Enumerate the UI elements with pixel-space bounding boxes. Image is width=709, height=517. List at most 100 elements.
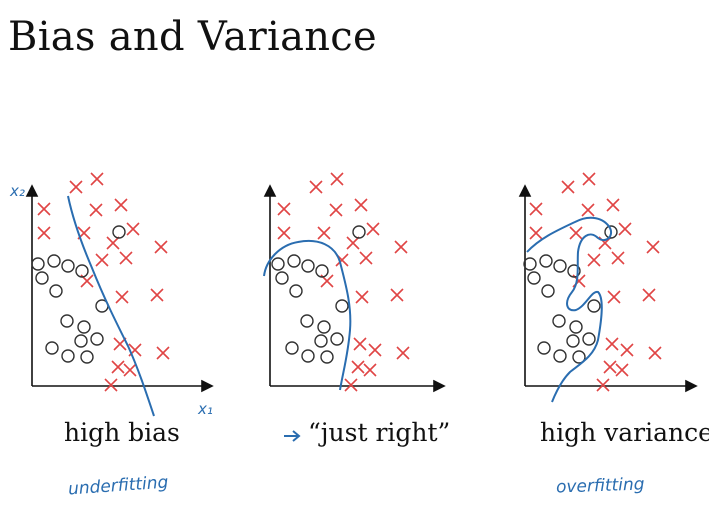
circle-marker <box>588 300 600 312</box>
cross-marker <box>155 241 167 253</box>
circle-marker <box>32 258 44 270</box>
cross-marker <box>310 181 322 193</box>
cross-marker <box>96 254 108 266</box>
axes-panel-2 <box>265 186 444 391</box>
circle-marker <box>81 351 93 363</box>
cross-marker <box>607 199 619 211</box>
circle-marker <box>554 350 566 362</box>
cross-marker <box>360 252 372 264</box>
cross-marker <box>38 227 50 239</box>
cross-marker <box>621 344 633 356</box>
axis-label-y: x₂ <box>9 182 25 200</box>
circle-marker <box>75 335 87 347</box>
cross-marker <box>562 181 574 193</box>
cross-marker <box>397 347 409 359</box>
cross-marker <box>647 241 659 253</box>
circle-marker <box>46 342 58 354</box>
cross-marker <box>364 364 376 376</box>
axis-label-x: x₁ <box>197 400 213 418</box>
axes-panel-3 <box>520 186 696 391</box>
cross-marker <box>367 223 379 235</box>
cross-marker <box>616 364 628 376</box>
circle-marker <box>62 350 74 362</box>
cross-marker <box>107 237 119 249</box>
points-panel-2 <box>272 173 409 391</box>
circle-marker <box>542 285 554 297</box>
circle-marker <box>553 315 565 327</box>
cross-marker <box>127 223 139 235</box>
cross-marker <box>582 204 594 216</box>
circle-marker <box>288 255 300 267</box>
cross-marker <box>151 289 163 301</box>
circle-marker <box>554 260 566 272</box>
cross-marker <box>112 361 124 373</box>
points-panel-3 <box>524 173 661 391</box>
cross-marker <box>345 379 357 391</box>
circle-marker <box>331 333 343 345</box>
circle-marker <box>318 321 330 333</box>
cross-marker <box>356 291 368 303</box>
arrow-icon <box>284 431 299 441</box>
cross-marker <box>604 361 616 373</box>
cross-marker <box>570 227 582 239</box>
circle-marker <box>583 333 595 345</box>
circle-marker <box>91 333 103 345</box>
cross-marker <box>318 227 330 239</box>
circle-marker <box>570 321 582 333</box>
cross-marker <box>612 252 624 264</box>
circle-marker <box>538 342 550 354</box>
circle-marker <box>286 342 298 354</box>
cross-marker <box>643 289 655 301</box>
circle-marker <box>272 258 284 270</box>
circle-marker <box>353 226 365 238</box>
cross-marker <box>157 347 169 359</box>
cross-marker <box>278 203 290 215</box>
cross-marker <box>70 181 82 193</box>
caption-high-variance: high variance <box>540 418 709 447</box>
cross-marker <box>606 338 618 350</box>
circle-marker <box>113 226 125 238</box>
circle-marker <box>540 255 552 267</box>
circle-marker <box>302 260 314 272</box>
caption-high-bias: high bias <box>64 418 180 447</box>
caption-just-right: “just right” <box>308 418 450 447</box>
cross-marker <box>115 199 127 211</box>
circle-marker <box>567 335 579 347</box>
circle-marker <box>321 351 333 363</box>
circle-marker <box>301 315 313 327</box>
cross-marker <box>90 204 102 216</box>
circle-marker <box>336 300 348 312</box>
cross-marker <box>608 291 620 303</box>
cross-marker <box>649 347 661 359</box>
circle-marker <box>48 255 60 267</box>
cross-marker <box>530 227 542 239</box>
cross-marker <box>619 223 631 235</box>
cross-marker <box>330 204 342 216</box>
axes-panel-1 <box>27 186 212 391</box>
cross-marker <box>355 199 367 211</box>
cross-marker <box>354 338 366 350</box>
cross-marker <box>105 379 117 391</box>
cross-marker <box>278 227 290 239</box>
cross-marker <box>91 173 103 185</box>
circle-marker <box>276 272 288 284</box>
cross-marker <box>597 379 609 391</box>
cross-marker <box>588 254 600 266</box>
circle-marker <box>50 285 62 297</box>
circle-marker <box>61 315 73 327</box>
cross-marker <box>120 252 132 264</box>
cross-marker <box>124 364 136 376</box>
cross-marker <box>530 203 542 215</box>
cross-marker <box>38 203 50 215</box>
cross-marker <box>347 237 359 249</box>
circle-marker <box>290 285 302 297</box>
cross-marker <box>583 173 595 185</box>
points-panel-1 <box>32 173 169 391</box>
annotation-overfitting: overfitting <box>556 474 645 497</box>
cross-marker <box>391 289 403 301</box>
cross-marker <box>331 173 343 185</box>
circle-marker <box>528 272 540 284</box>
cross-marker <box>116 291 128 303</box>
cross-marker <box>395 241 407 253</box>
circle-marker <box>302 350 314 362</box>
